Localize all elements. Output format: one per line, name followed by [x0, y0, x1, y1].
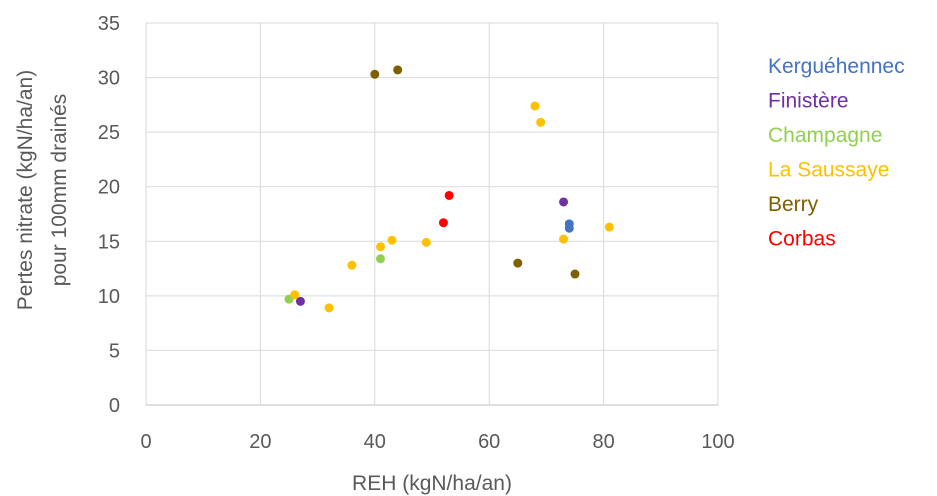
- data-point: [347, 260, 357, 270]
- legend-entry: La Saussaye: [768, 159, 889, 182]
- x-axis-ticks: 0 20 40 60 80 100: [140, 431, 734, 453]
- x-tick-label: 100: [701, 431, 734, 453]
- x-tick-label: 20: [249, 431, 271, 453]
- y-tick-label: 0: [109, 395, 120, 417]
- data-point: [290, 290, 300, 300]
- x-tick-label: 40: [364, 431, 386, 453]
- x-tick-label: 0: [140, 431, 151, 453]
- data-point: [376, 254, 386, 264]
- legend-entry: Champagne: [768, 124, 882, 147]
- legend: Kerguéhennec Finistère Champagne La Saussay…: [768, 55, 905, 251]
- data-point: [387, 235, 397, 245]
- legend-entry: Berry: [768, 193, 819, 216]
- data-point: [604, 222, 614, 232]
- legend-entry: Kerguéhennec: [768, 55, 905, 78]
- grid-lines: [145, 22, 719, 406]
- data-point: [536, 117, 546, 127]
- data-point: [421, 237, 431, 247]
- data-point: [444, 190, 454, 200]
- y-tick-label: 15: [98, 231, 120, 253]
- y-tick-label: 5: [109, 340, 120, 362]
- data-point: [438, 218, 448, 228]
- y-axis-title-line-2: pour 100mm drainés: [48, 94, 71, 287]
- y-tick-label: 30: [98, 68, 120, 90]
- y-axis-title-line-1: Pertes nitrate (kgN/ha/an): [14, 70, 37, 310]
- data-point: [559, 234, 569, 244]
- data-point: [564, 223, 574, 233]
- legend-entry: Corbas: [768, 228, 836, 251]
- data-point: [393, 65, 403, 75]
- data-point: [324, 303, 334, 313]
- x-axis-title: REH (kgN/ha/an): [352, 472, 512, 495]
- data-point: [559, 197, 569, 207]
- y-tick-label: 10: [98, 286, 120, 308]
- data-point: [370, 69, 380, 79]
- x-tick-label: 60: [478, 431, 500, 453]
- data-point: [570, 269, 580, 279]
- y-tick-label: 20: [98, 177, 120, 199]
- data-point: [530, 101, 540, 111]
- data-point: [295, 296, 305, 306]
- data-point: [376, 242, 386, 252]
- y-tick-label: 35: [98, 13, 120, 35]
- data-points: [284, 65, 614, 313]
- data-point: [513, 258, 523, 268]
- legend-entry: Finistère: [768, 90, 849, 113]
- x-tick-label: 80: [592, 431, 614, 453]
- y-axis-ticks: 0 5 10 15 20 25 30 35: [98, 13, 120, 417]
- y-tick-label: 25: [98, 122, 120, 144]
